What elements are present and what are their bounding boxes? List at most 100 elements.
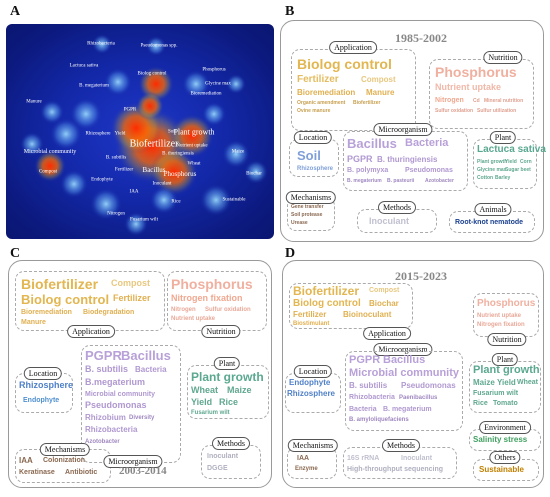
word: Pseudomonas	[405, 167, 453, 174]
word: Nitrogen fixation	[477, 322, 525, 328]
heat-spot	[34, 150, 66, 182]
word: Soil	[297, 148, 321, 163]
heatmap-keyword-label: Bioremediation	[190, 91, 222, 97]
microorganism-label: Microorganism	[373, 123, 433, 136]
word: Pseudomonas	[401, 381, 456, 390]
panel-b-letter: B	[285, 4, 295, 19]
word: IAA	[19, 456, 33, 465]
word: Nitrogen fixation	[171, 293, 243, 303]
period-label: 2015-2023	[395, 269, 447, 283]
word: Wheat	[191, 385, 218, 395]
heatmap-keyword-label: Rice	[171, 199, 181, 205]
location-label: Location	[293, 365, 333, 378]
word: Manure	[21, 319, 46, 326]
others-label: Others	[489, 451, 521, 464]
word: Phosphorus	[171, 276, 253, 292]
microorganism-label: Microorganism	[373, 343, 433, 356]
methods-label: Methods	[378, 201, 416, 214]
word: Phosphorus	[435, 64, 517, 80]
word: Paenibacillus	[399, 395, 438, 401]
heatmap-keyword-label: Glycine max	[205, 81, 231, 87]
word: IAA	[297, 455, 310, 462]
word: Plant growth	[477, 159, 508, 165]
word: Biostimulant	[293, 321, 330, 327]
heat-spot	[182, 70, 210, 98]
word: Sulfur oxidation	[435, 108, 474, 114]
word: Yield	[497, 378, 516, 387]
word: Glycine max	[477, 167, 507, 173]
heatmap-keyword-label: Microbial community	[23, 149, 77, 155]
word: Sulfur utilization	[477, 108, 517, 114]
word: Inoculant	[401, 455, 433, 462]
heat-spot	[70, 98, 102, 130]
word: Fusarium wilt	[191, 410, 230, 416]
word: Cotton	[477, 175, 494, 181]
word: B. thuringiensis	[377, 155, 438, 164]
methods-label: Methods	[382, 439, 420, 452]
heat-spot	[124, 212, 148, 236]
word: Fertilizer	[293, 310, 327, 319]
word: Yield	[191, 397, 213, 407]
word: Microbial community	[85, 391, 156, 398]
word: Azotobacter	[425, 178, 454, 184]
word: Lactuca sativa	[477, 144, 546, 155]
word: PGPR	[347, 154, 373, 164]
word: Sustainable	[479, 465, 524, 474]
word: Rhizobium	[85, 413, 126, 422]
heat-spot	[20, 132, 44, 156]
word: Biofertilizer	[21, 276, 99, 292]
word: Microbial community	[349, 367, 460, 379]
environment-label: Environment	[479, 421, 531, 434]
word: Biolog control	[21, 292, 110, 307]
heat-spot	[222, 140, 250, 168]
period-label: 1985-2002	[395, 31, 447, 45]
word: Manure	[366, 88, 395, 97]
word: Urease	[291, 220, 308, 226]
word: Biolog control	[297, 56, 392, 72]
keyword-density-heatmap: Rhizobacteria Pseudomonas spp. Lactuca sat…	[6, 24, 274, 239]
word: Endophyte	[23, 397, 60, 404]
heat-spot	[104, 68, 132, 96]
word: Gene transfer	[291, 204, 324, 210]
microorganism-group	[345, 351, 463, 431]
word: Sulfur oxidation	[205, 307, 251, 313]
heatmap-keyword-label: Rhizobacteria	[87, 41, 115, 47]
word: Phosphorus	[477, 298, 536, 309]
application-group	[289, 283, 413, 329]
heatmap-keyword-label: Biolog control	[137, 71, 167, 77]
heatmap-keyword-label: B. subtilis	[105, 155, 127, 161]
heatmap-keyword-label: Pseudomonas spp.	[140, 43, 178, 49]
word: Biolog control	[293, 298, 361, 309]
heat-spot	[92, 34, 112, 54]
panel-c: Biofertilizer Compost Biolog control Fer…	[8, 260, 272, 488]
heatmap-keyword-label: Maize	[231, 149, 245, 155]
plant-label: Plant	[491, 353, 519, 366]
heatmap-keyword-label: Rhizosphere	[85, 131, 111, 137]
methods-group	[201, 445, 261, 479]
word: Rice	[219, 397, 239, 407]
period-label: 2003-2014	[119, 465, 167, 477]
word: Compost	[369, 287, 400, 294]
word: Bioremediation	[21, 309, 72, 316]
word: Cd	[473, 98, 480, 104]
heat-spot	[136, 92, 164, 120]
heatmap-keyword-label: Soil	[167, 129, 177, 135]
word: Ovine manure	[297, 108, 331, 114]
heatmap-glow-layer	[20, 34, 268, 236]
heat-spot	[146, 36, 166, 56]
word: Nitrogen	[435, 97, 464, 104]
word: Antibiotic	[65, 469, 98, 476]
word: Nutrient uptake	[477, 313, 522, 319]
word: Plant growth	[473, 364, 540, 376]
word: Biofertilizer	[293, 284, 360, 298]
heatmap-keyword-label: Sustainable	[222, 197, 246, 203]
heatmap-keyword-label: Nitrogen	[107, 211, 125, 217]
location-label: Location	[23, 367, 63, 380]
heatmap-keyword-label: Phosphorus	[163, 170, 197, 178]
word: Fertilizer	[113, 293, 151, 303]
word: Yield	[505, 159, 517, 165]
word: Fertilizer	[297, 74, 339, 85]
mechanisms-label: Mechanisms	[285, 191, 337, 204]
heat-spot	[40, 100, 64, 124]
heatmap-keyword-label: Nutrient uptake	[176, 143, 208, 149]
